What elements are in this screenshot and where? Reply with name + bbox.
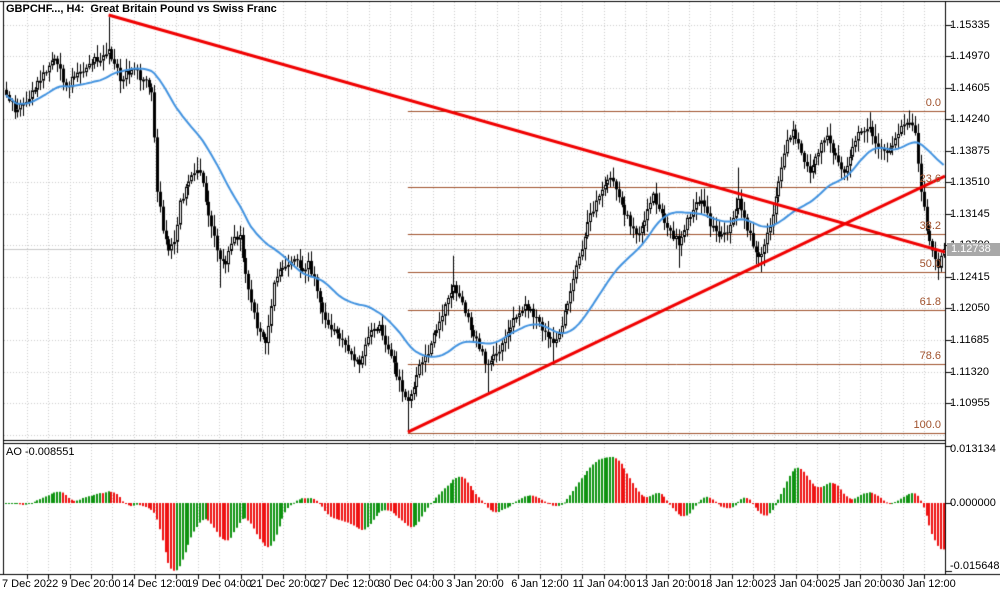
time-axis-label: 6 Jan 12:00 [511,578,569,590]
fib-level-label: 61.8 [919,296,941,308]
chart-title: GBPCHF..., H4: Great Britain Pound vs Sw… [6,3,277,15]
ao-indicator-label: AO -0.008551 [6,446,75,458]
time-axis-label: 23 Jan 04:00 [764,578,828,590]
time-axis-label: 13 Jan 20:00 [636,578,700,590]
price-axis-label: 1.11320 [950,366,989,378]
time-axis-label: 18 Jan 12:00 [700,578,764,590]
price-axis-label: 1.12050 [950,302,990,314]
bid-price-badge: 1.12738 [947,243,1000,256]
ao-axis-label: 0.000000 [950,497,996,509]
price-axis-label: 1.11685 [950,334,989,346]
price-axis-label: 1.14605 [950,82,990,94]
ao-axis-label: 0.013134 [950,443,996,455]
time-axis-label: 30 Jan 12:00 [892,578,956,590]
time-axis-label: 9 Dec 20:00 [61,578,121,590]
price-axis-label: 1.14970 [950,50,990,62]
fib-level-label: 23.6 [919,173,941,185]
price-axis-label: 1.15335 [950,19,990,31]
fib-level-label: 78.6 [919,350,941,362]
price-axis-label: 1.10955 [950,397,990,409]
price-axis-label: 1.12415 [950,271,990,283]
fib-level-label: 0.0 [925,97,941,109]
price-axis-label: 1.13145 [950,208,990,220]
time-axis-label: 19 Dec 04:00 [186,578,252,590]
fib-level-label: 100.0 [913,419,941,431]
fib-level-label: 38.2 [919,220,941,232]
price-axis-label: 1.14240 [950,113,990,125]
price-axis-label: 1.13510 [950,176,990,188]
time-axis-label: 14 Dec 12:00 [122,578,188,590]
price-axis-label: 1.13875 [950,145,990,157]
time-axis-label: 11 Jan 04:00 [572,578,636,590]
time-axis-label: 3 Jan 20:00 [446,578,504,590]
ao-axis-label: -0.015648 [950,560,1000,572]
time-axis-label: 21 Dec 20:00 [250,578,316,590]
time-axis-label: 25 Jan 20:00 [828,578,892,590]
fib-level-label: 50.0 [919,258,941,270]
time-axis-label: 30 Dec 04:00 [378,578,444,590]
time-axis-label: 27 Dec 12:00 [314,578,380,590]
time-axis-label: 7 Dec 2022 [2,578,59,590]
